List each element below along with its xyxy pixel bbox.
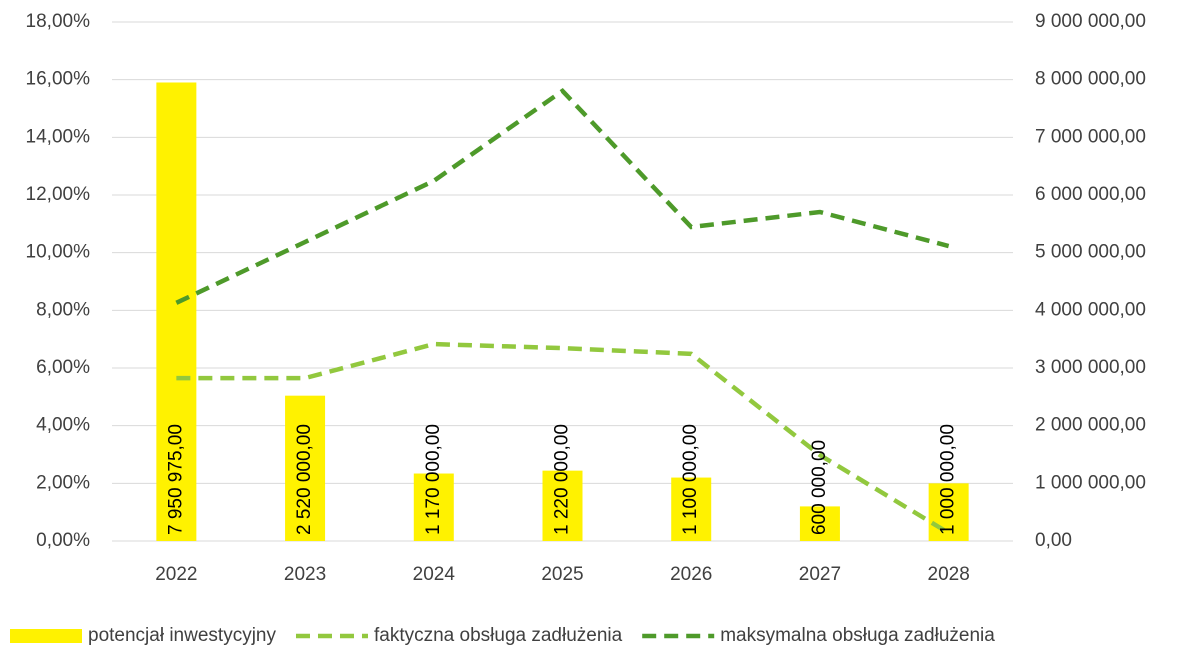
y2-tick-label: 8 000 000,00 — [1035, 69, 1146, 90]
y2-tick-label: 6 000 000,00 — [1035, 184, 1146, 205]
x-tick-label: 2022 — [155, 564, 197, 585]
x-tick-label: 2026 — [670, 564, 712, 585]
bar — [928, 483, 969, 541]
legend-label: potencjał inwestycyjny — [88, 625, 276, 646]
bar — [156, 82, 197, 541]
legend-label: faktyczna obsługa zadłużenia — [374, 625, 623, 646]
y2-tick-label: 3 000 000,00 — [1035, 357, 1146, 378]
bar — [285, 395, 326, 541]
y2-tick-label: 5 000 000,00 — [1035, 242, 1146, 263]
y-tick-label: 14,00% — [26, 126, 91, 147]
x-tick-label: 2028 — [928, 564, 970, 585]
y2-tick-label: 9 000 000,00 — [1035, 11, 1146, 32]
data-label: 1 170 000,00 — [423, 424, 444, 535]
y2-tick-label: 4 000 000,00 — [1035, 299, 1146, 320]
x-tick-label: 2023 — [284, 564, 326, 585]
y-tick-label: 0,00% — [36, 530, 90, 551]
bar — [799, 506, 840, 541]
legend-swatch — [10, 629, 82, 643]
y-tick-label: 8,00% — [36, 299, 90, 320]
bar — [671, 477, 712, 541]
y-tick-label: 2,00% — [36, 472, 90, 493]
data-label: 7 950 975,00 — [165, 424, 186, 535]
bar — [413, 473, 454, 541]
y-tick-label: 4,00% — [36, 415, 90, 436]
y-tick-label: 10,00% — [26, 242, 91, 263]
y-tick-label: 6,00% — [36, 357, 90, 378]
legend-label: maksymalna obsługa zadłużenia — [720, 625, 995, 646]
x-tick-label: 2025 — [541, 564, 583, 585]
x-tick-label: 2024 — [413, 564, 456, 585]
data-label: 600 000,00 — [809, 440, 830, 535]
data-label: 2 520 000,00 — [294, 424, 315, 535]
y-tick-label: 16,00% — [26, 69, 91, 90]
y2-tick-label: 2 000 000,00 — [1035, 415, 1146, 436]
line-series — [176, 341, 950, 535]
y2-tick-label: 1 000 000,00 — [1035, 472, 1146, 493]
data-label: 1 220 000,00 — [552, 424, 573, 535]
x-tick-label: 2027 — [799, 564, 841, 585]
y2-tick-label: 7 000 000,00 — [1035, 126, 1146, 147]
data-label: 1 000 000,00 — [938, 424, 959, 535]
bar — [542, 470, 583, 541]
data-label: 1 100 000,00 — [680, 424, 701, 535]
y-tick-label: 12,00% — [26, 184, 91, 205]
y2-tick-label: 0,00 — [1035, 530, 1072, 551]
line-series — [175, 87, 950, 305]
y-tick-label: 18,00% — [26, 11, 91, 32]
